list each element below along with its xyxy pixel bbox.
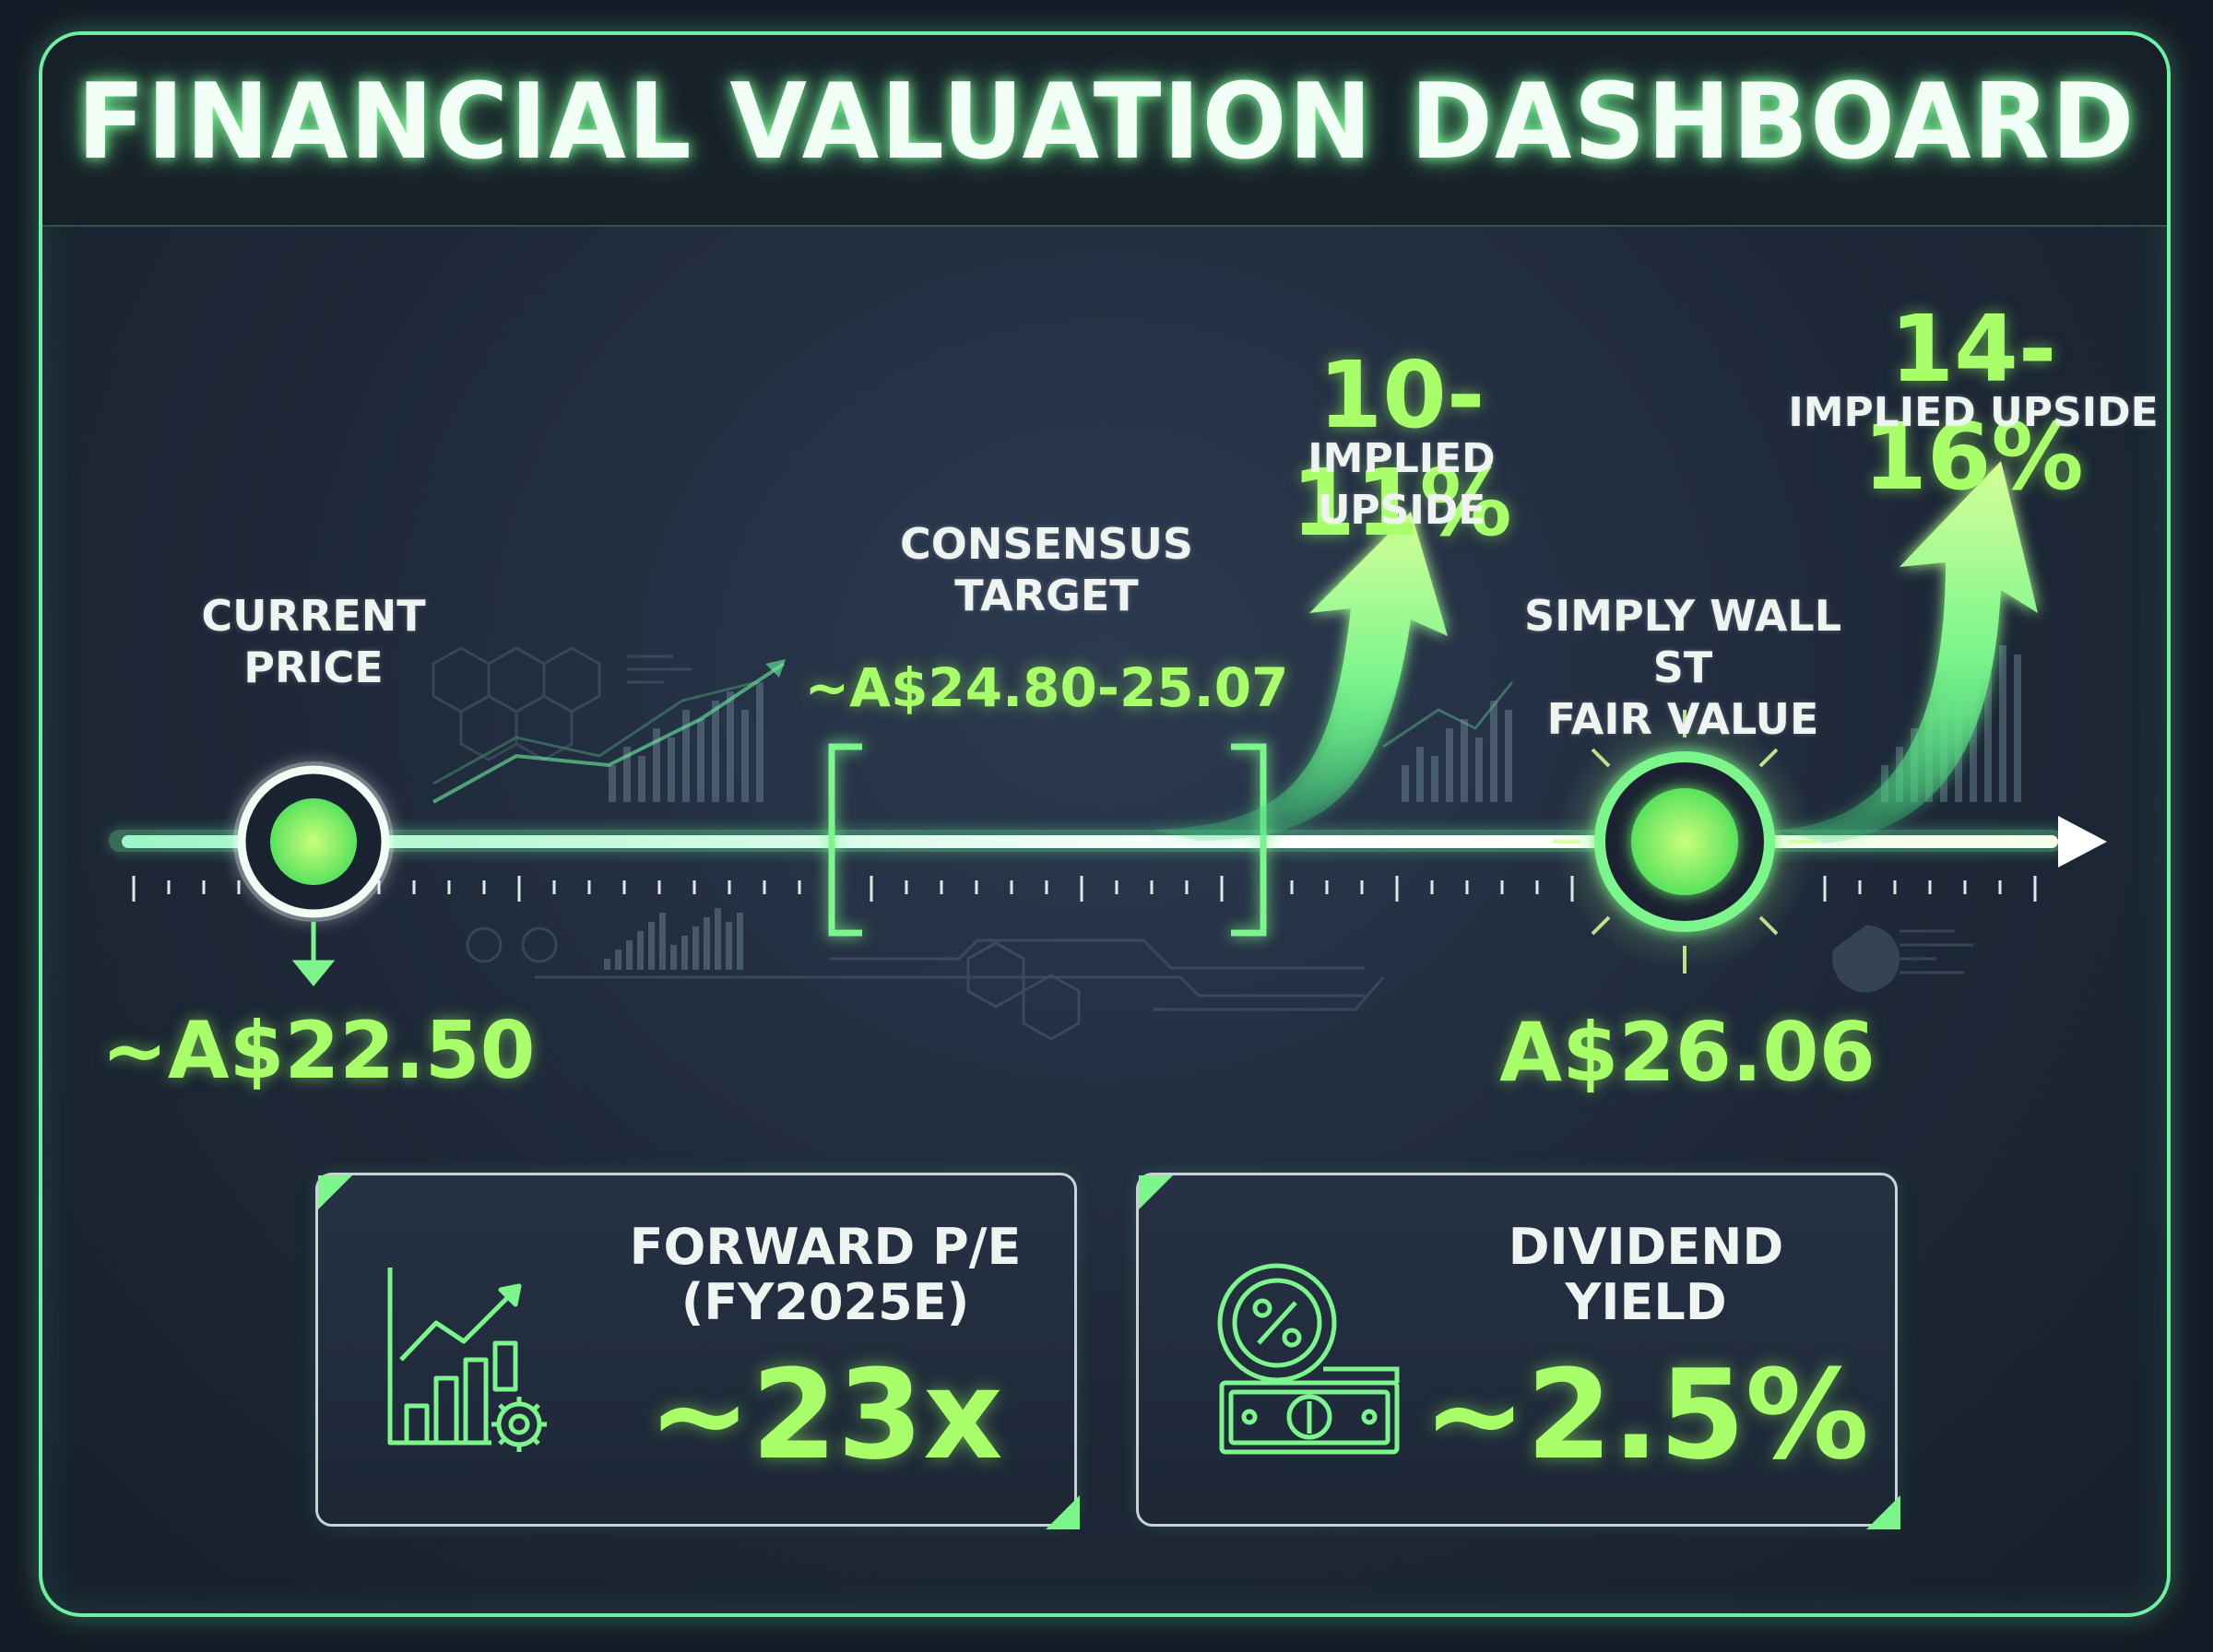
axis-arrowhead	[2058, 816, 2107, 867]
fair-value-node	[1553, 710, 1817, 974]
percent-coin-cash-icon	[1217, 1263, 1400, 1455]
current-price-arrow-icon	[291, 922, 336, 986]
dividend-yield-value: ~2.5%	[1423, 1343, 1869, 1487]
card-corner-accents	[318, 1175, 1080, 1529]
consensus-value: ~A$24.80-25.07	[804, 656, 1289, 719]
fair-value-label-line2: FAIR VALUE	[1546, 694, 1819, 744]
current-price-label: CURRENT PRICE	[166, 590, 461, 693]
consensus-bracket	[828, 743, 1267, 937]
dividend-yield-card: DIVIDEND YIELD ~2.5%	[1136, 1173, 1900, 1529]
background-decor	[432, 646, 1973, 1041]
forward-pe-card: FORWARD P/E (FY2025E) ~23x	[315, 1173, 1080, 1529]
fair-value-label-line1: SIMPLY WALL ST	[1523, 591, 1842, 692]
forward-pe-value: ~23x	[647, 1343, 1003, 1487]
card-corner-accents	[1139, 1175, 1900, 1529]
growth-chart-gear-icon	[387, 1268, 547, 1452]
fair-value-upside-label: IMPLIED UPSIDE	[1788, 389, 2159, 436]
fair-value-upside-pct: 14-16%	[1863, 295, 2084, 511]
page-title: FINANCIAL VALUATION DASHBOARD	[77, 61, 2136, 183]
forward-pe-title-line1: FORWARD P/E	[629, 1218, 1022, 1276]
consensus-upside-pct: 10-11%	[1291, 341, 1512, 557]
current-price-label-line2: PRICE	[243, 643, 384, 692]
consensus-label-line1: CONSENSUS	[899, 519, 1194, 569]
dividend-yield-title-line1: DIVIDEND	[1508, 1218, 1784, 1276]
current-price-value: ~A$22.50	[101, 1005, 536, 1097]
consensus-label: CONSENSUS TARGET	[862, 518, 1231, 621]
current-price-node	[233, 761, 394, 922]
forward-pe-title-line2: (FY2025E)	[680, 1273, 970, 1331]
title-band	[42, 35, 2167, 227]
dividend-yield-title-line2: YIELD	[1565, 1273, 1727, 1331]
dividend-yield-title: DIVIDEND YIELD	[1415, 1220, 1876, 1330]
fair-value-value: A$26.06	[1499, 1005, 1876, 1100]
fair-value-label: SIMPLY WALL ST FAIR VALUE	[1489, 590, 1876, 745]
consensus-label-line2: TARGET	[954, 571, 1139, 620]
consensus-upside-label: IMPLIED UPSIDE	[1308, 435, 1496, 534]
current-price-label-line1: CURRENT	[201, 591, 426, 641]
bg-trend-arrow	[432, 662, 786, 804]
consensus-upside-arrow	[1153, 512, 1448, 841]
fair-value-upside-arrow	[1780, 461, 2038, 844]
forward-pe-title: FORWARD P/E (FY2025E)	[595, 1220, 1056, 1330]
